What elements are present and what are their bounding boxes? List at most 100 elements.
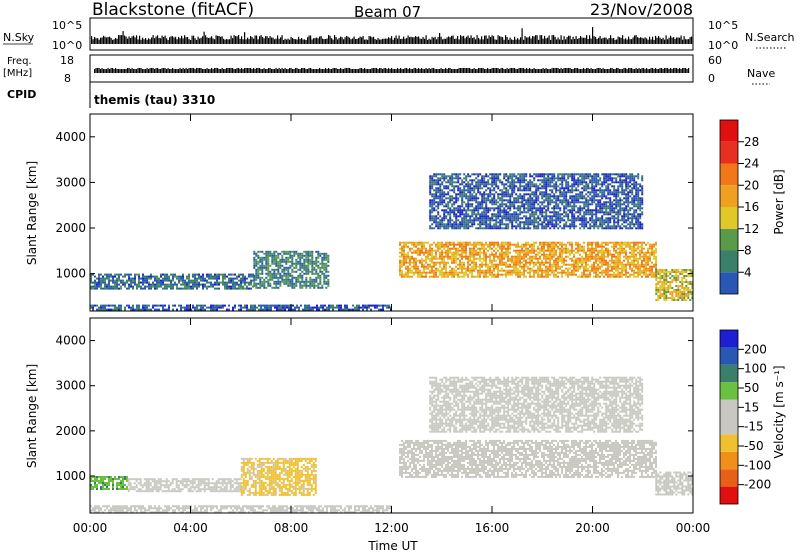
power-cell — [164, 309, 166, 311]
freq-bar — [564, 68, 565, 73]
power-cell — [507, 225, 509, 227]
power-cell — [259, 259, 261, 261]
power-cell — [595, 250, 597, 252]
power-cell — [545, 270, 547, 272]
power-cell — [356, 309, 358, 311]
power-cell — [429, 183, 431, 185]
power-cell — [621, 244, 623, 246]
power-cell — [317, 265, 319, 267]
power-cell — [643, 254, 645, 256]
power-cell — [186, 278, 188, 280]
freq-bar — [679, 68, 680, 73]
power-cell — [497, 242, 499, 244]
freq-bar — [675, 68, 676, 73]
power-cell — [435, 215, 437, 217]
nsky-bar — [196, 40, 197, 44]
power-cell — [96, 288, 98, 290]
power-cell — [463, 246, 465, 248]
power-cell — [186, 288, 188, 290]
power-cell — [188, 286, 190, 288]
power-cell — [441, 246, 443, 248]
power-cell — [102, 282, 104, 284]
nsky-bar — [219, 36, 220, 44]
power-cell — [491, 217, 493, 219]
nsky-bar — [183, 38, 184, 44]
nsky-bar — [94, 37, 95, 44]
power-cell — [326, 307, 328, 309]
power-cell — [250, 282, 252, 284]
power-cell — [453, 244, 455, 246]
freq-bar — [216, 68, 217, 73]
power-cell — [475, 258, 477, 260]
power-cell — [425, 274, 427, 276]
power-cell — [595, 266, 597, 268]
power-cell — [433, 221, 435, 223]
power-cell — [134, 274, 136, 276]
power-cell — [315, 265, 317, 267]
power-cell — [443, 193, 445, 195]
power-cell — [407, 276, 409, 278]
power-cell — [499, 179, 501, 181]
power-cell — [248, 274, 250, 276]
power-cell — [457, 197, 459, 199]
power-cell — [595, 256, 597, 258]
power-cell — [409, 248, 411, 250]
nsky-bar — [444, 39, 445, 44]
freq-bar — [417, 69, 418, 73]
power-cell — [471, 262, 473, 264]
power-cell — [619, 242, 621, 244]
power-cell — [106, 309, 108, 311]
power-cell — [521, 246, 523, 248]
nsky-bar — [151, 37, 152, 44]
nsky-bar — [615, 40, 616, 44]
power-cell — [439, 185, 441, 187]
power-cell — [174, 276, 176, 278]
power-cell — [531, 199, 533, 201]
power-cell — [473, 221, 475, 223]
nsky-bar — [456, 39, 457, 44]
power-cell — [533, 185, 535, 187]
power-cell — [445, 175, 447, 177]
power-cell — [429, 246, 431, 248]
power-cell — [459, 256, 461, 258]
power-cell — [551, 258, 553, 260]
power-cell — [132, 286, 134, 288]
power-cell — [443, 227, 445, 229]
power-cell — [487, 244, 489, 246]
power-cell — [455, 252, 457, 254]
power-cell — [517, 197, 519, 199]
power-cell — [505, 199, 507, 201]
power-cell — [529, 185, 531, 187]
power-cell — [467, 244, 469, 246]
power-cell — [443, 258, 445, 260]
power-cell — [283, 251, 285, 253]
nsky-bar — [630, 39, 631, 44]
power-cell — [403, 252, 405, 254]
power-cell — [275, 273, 277, 275]
power-cell — [465, 189, 467, 191]
nsky-bar — [523, 40, 524, 44]
power-cell — [194, 274, 196, 276]
power-cell — [483, 256, 485, 258]
power-cell — [515, 217, 517, 219]
power-cell — [557, 266, 559, 268]
power-cell — [529, 201, 531, 203]
power-cell — [453, 272, 455, 274]
power-cell — [425, 256, 427, 258]
power-cell — [531, 252, 533, 254]
power-cell — [587, 242, 589, 244]
power-cell — [275, 265, 277, 267]
power-cell — [265, 287, 267, 289]
nsky-bar — [586, 35, 587, 44]
power-cell — [607, 272, 609, 274]
power-cell — [533, 207, 535, 209]
power-cell — [196, 307, 198, 309]
power-cell — [481, 270, 483, 272]
power-cell — [621, 276, 623, 278]
power-cell — [513, 264, 515, 266]
power-cell — [539, 217, 541, 219]
freq-bar — [502, 68, 503, 73]
power-cell — [487, 195, 489, 197]
power-cell — [477, 183, 479, 185]
power-cell — [603, 260, 605, 262]
